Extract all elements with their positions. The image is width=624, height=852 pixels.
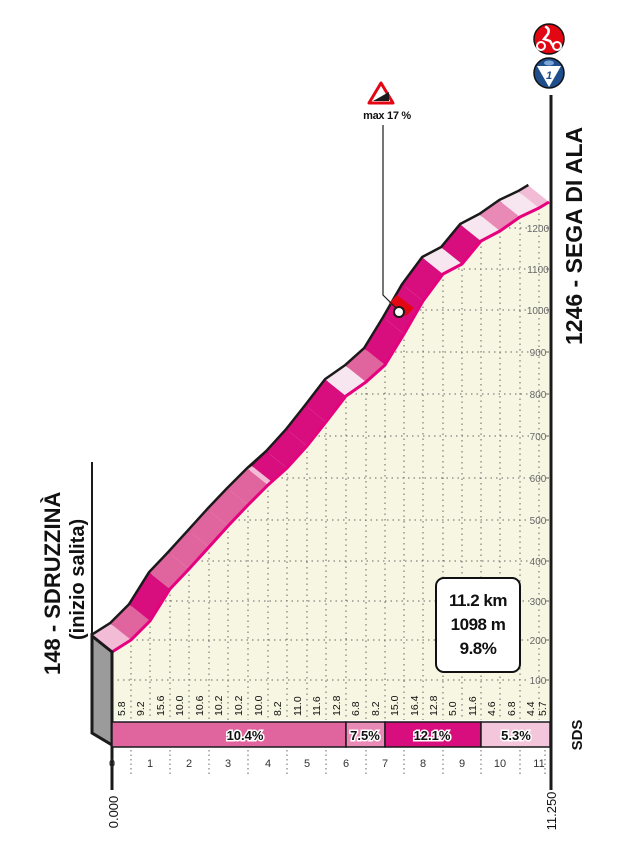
svg-text:16.4: 16.4 — [409, 695, 421, 716]
svg-text:3: 3 — [225, 758, 231, 770]
svg-text:8: 8 — [420, 758, 426, 770]
svg-text:10.6: 10.6 — [194, 695, 206, 716]
svg-text:10.0: 10.0 — [253, 695, 265, 716]
svg-text:2: 2 — [186, 758, 192, 770]
svg-text:5.7: 5.7 — [537, 701, 549, 716]
svg-text:7: 7 — [382, 758, 388, 770]
svg-text:400: 400 — [530, 557, 547, 568]
profile-edge — [111, 200, 550, 654]
svg-text:5: 5 — [304, 758, 310, 770]
svg-text:12.1%: 12.1% — [414, 728, 451, 743]
y-tick-labels: 1200 1100 1000 900 800 700 600 500 400 3… — [527, 224, 550, 687]
svg-text:12.8: 12.8 — [428, 695, 440, 716]
x-grid-below — [130, 750, 546, 775]
svg-text:9: 9 — [459, 758, 465, 770]
svg-text:4: 4 — [265, 758, 271, 770]
svg-text:100: 100 — [530, 676, 547, 687]
svg-text:9.2: 9.2 — [135, 701, 147, 716]
svg-text:11.6: 11.6 — [311, 696, 323, 716]
cyclist-icon — [533, 23, 565, 55]
category-1-icon: 1 — [533, 57, 565, 89]
svg-text:1: 1 — [546, 70, 552, 82]
finish-title: 1246 - SEGA DI ALA — [561, 127, 587, 345]
svg-text:6: 6 — [343, 758, 349, 770]
svg-text:10.4%: 10.4% — [227, 728, 264, 743]
grid-horizontal — [112, 227, 530, 681]
svg-text:10.0: 10.0 — [174, 695, 186, 716]
svg-text:11.6: 11.6 — [467, 696, 479, 716]
max-gradient-label: max 17 % — [363, 110, 411, 122]
svg-text:4.6: 4.6 — [486, 701, 498, 716]
svg-text:15.0: 15.0 — [389, 695, 401, 716]
end-km-label: 11.250 — [544, 792, 559, 831]
brand-label: SDS — [569, 720, 586, 751]
y-tick-marks — [546, 227, 549, 681]
sector-bar — [111, 721, 551, 748]
climb-stats-box: 11.2 km 1098 m 9.8% — [435, 577, 521, 673]
svg-text:5.3%: 5.3% — [501, 728, 531, 743]
gradient-labels: 5.8 9.2 15.6 10.0 10.6 10.2 10.2 10.0 8.… — [116, 695, 549, 716]
svg-text:5.0: 5.0 — [447, 701, 459, 716]
svg-text:600: 600 — [530, 474, 547, 485]
sector-labels: 10.4% 7.5% 12.1% 5.3% — [225, 727, 533, 745]
svg-text:10: 10 — [494, 758, 506, 770]
start-wall — [90, 632, 114, 748]
svg-text:0: 0 — [109, 758, 115, 770]
svg-text:200: 200 — [530, 636, 547, 647]
svg-text:15.6: 15.6 — [155, 695, 167, 716]
stat-elevation-gain: 1098 m — [450, 615, 506, 634]
svg-text:8.2: 8.2 — [370, 701, 382, 716]
svg-text:1100: 1100 — [527, 265, 549, 276]
svg-text:7.5%: 7.5% — [350, 728, 380, 743]
svg-text:1: 1 — [147, 758, 153, 770]
svg-text:500: 500 — [530, 516, 547, 527]
svg-text:12.8: 12.8 — [331, 695, 343, 716]
x-tick-labels: 0 1 2 3 4 5 6 7 8 9 10 11 — [109, 758, 545, 770]
svg-text:300: 300 — [530, 597, 547, 608]
svg-text:6.8: 6.8 — [350, 701, 362, 716]
max-gradient-leader — [382, 125, 397, 309]
max-gradient-zone — [389, 295, 414, 316]
svg-text:1200: 1200 — [527, 224, 550, 235]
svg-text:6.8: 6.8 — [506, 701, 518, 716]
max-gradient-marker — [393, 306, 405, 318]
stat-distance: 11.2 km — [449, 591, 507, 610]
svg-text:4.4: 4.4 — [525, 701, 537, 716]
svg-text:800: 800 — [530, 390, 547, 401]
stat-avg-gradient: 9.8% — [459, 639, 497, 658]
svg-text:5.8: 5.8 — [116, 701, 128, 716]
start-title-group: 148 - SDRUZZINÀ (inizio salita) — [40, 462, 93, 675]
svg-text:900: 900 — [530, 348, 547, 359]
svg-text:8.2: 8.2 — [272, 701, 284, 716]
svg-text:10.2: 10.2 — [233, 695, 245, 716]
steep-gradient-warning-icon — [367, 81, 395, 105]
start-title: 148 - SDRUZZINÀ — [40, 492, 65, 675]
svg-text:1000: 1000 — [527, 306, 550, 317]
svg-text:11: 11 — [533, 758, 544, 770]
svg-text:700: 700 — [530, 432, 547, 443]
start-km-label: 0.000 — [106, 796, 121, 829]
start-note: (inizio salita) — [67, 519, 89, 640]
svg-text:10.2: 10.2 — [213, 695, 225, 716]
svg-text:11.0: 11.0 — [292, 696, 304, 716]
